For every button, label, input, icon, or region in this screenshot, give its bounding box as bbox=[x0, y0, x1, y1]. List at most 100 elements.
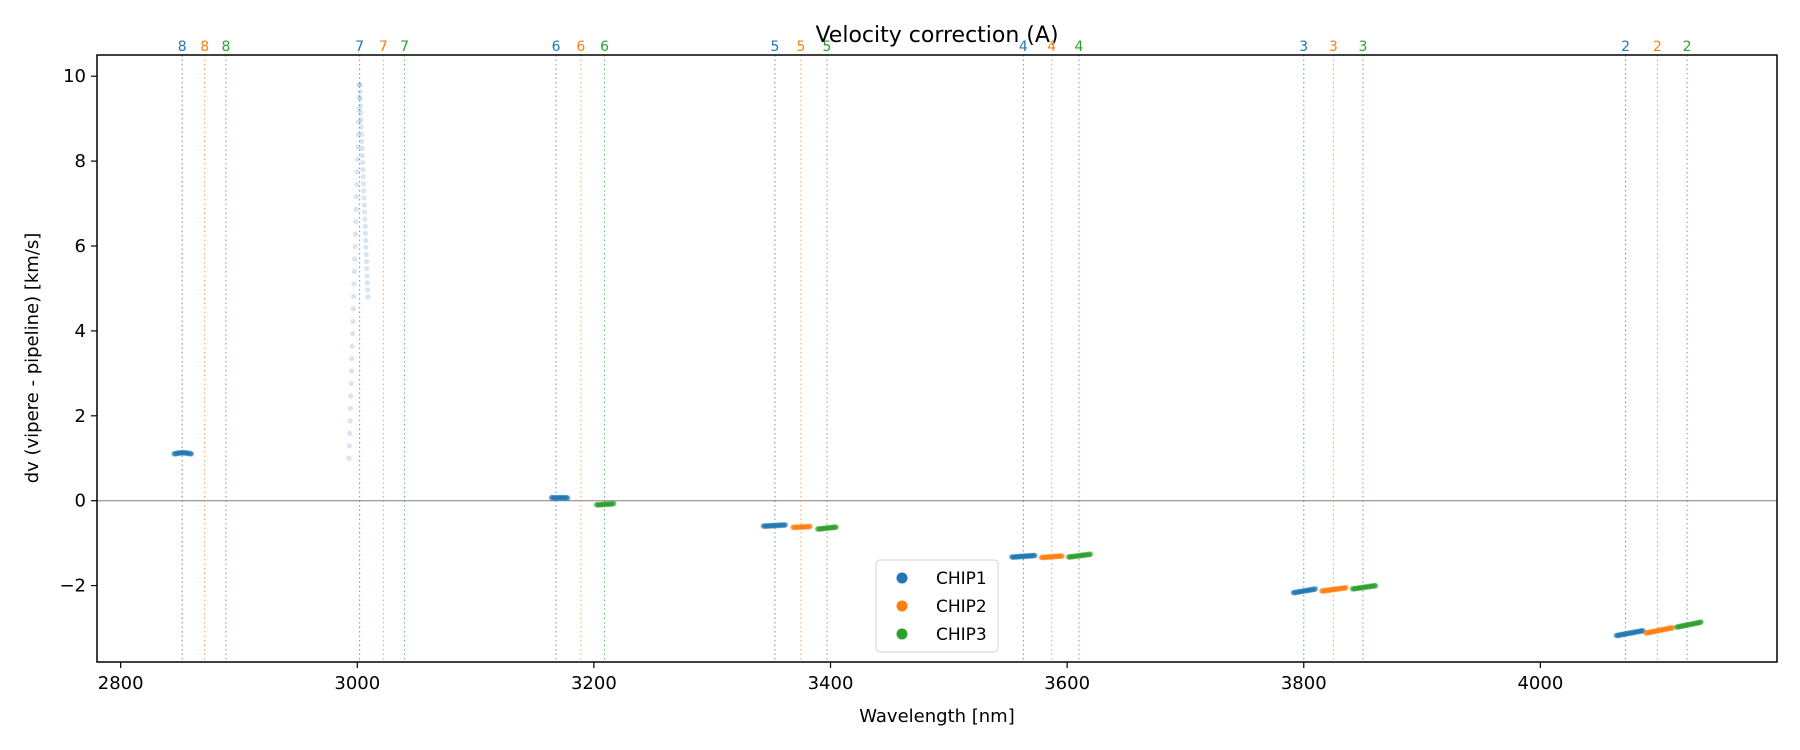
y-tick-label: 4 bbox=[75, 321, 86, 342]
data-point bbox=[1023, 553, 1029, 559]
order-label-6: 6 bbox=[600, 39, 609, 55]
data-point bbox=[1058, 552, 1064, 559]
data-point bbox=[1356, 585, 1362, 591]
data-point bbox=[185, 450, 191, 456]
outlier-point bbox=[362, 209, 368, 215]
data-point bbox=[1636, 628, 1642, 634]
data-point bbox=[781, 522, 787, 528]
data-point bbox=[1059, 553, 1065, 559]
outlier-point bbox=[348, 393, 354, 399]
data-point bbox=[1306, 587, 1312, 594]
data-point bbox=[550, 495, 557, 501]
data-point bbox=[604, 502, 610, 508]
data-point bbox=[1643, 629, 1650, 636]
data-point bbox=[597, 501, 603, 507]
data-point bbox=[1045, 554, 1052, 561]
outlier-point bbox=[350, 318, 356, 324]
data-point bbox=[1621, 631, 1627, 637]
data-point bbox=[1640, 627, 1646, 634]
data-point bbox=[776, 523, 782, 529]
data-point bbox=[1649, 628, 1655, 635]
data-point bbox=[1694, 620, 1700, 626]
outlier-point bbox=[352, 231, 358, 237]
data-point bbox=[1342, 585, 1348, 591]
data-point bbox=[833, 524, 840, 530]
data-point bbox=[1634, 629, 1641, 635]
data-point bbox=[815, 525, 821, 532]
data-point bbox=[804, 523, 810, 529]
data-point bbox=[1626, 631, 1632, 637]
data-point bbox=[1328, 587, 1334, 593]
data-point bbox=[1368, 584, 1374, 590]
y-tick-label: 2 bbox=[75, 406, 86, 427]
data-point bbox=[1668, 624, 1674, 631]
outlier-point bbox=[356, 94, 362, 100]
data-point bbox=[802, 524, 808, 530]
data-point bbox=[180, 450, 187, 456]
data-point bbox=[1025, 553, 1031, 559]
data-point bbox=[607, 500, 613, 507]
data-point bbox=[1666, 626, 1672, 632]
order-label-3: 3 bbox=[1358, 39, 1367, 55]
data-point bbox=[1298, 588, 1304, 595]
outlier-point bbox=[347, 405, 354, 412]
x-tick-label: 3200 bbox=[571, 673, 617, 694]
data-point bbox=[779, 523, 785, 529]
data-point bbox=[1675, 624, 1681, 630]
axes: 2800 3000 3200 3400 3600 3800 4000 −2 0 2 4 6 8 10 bbox=[59, 66, 1563, 694]
data-point bbox=[183, 449, 189, 456]
data-point bbox=[1331, 587, 1337, 593]
data-point bbox=[1334, 586, 1340, 593]
data-point bbox=[1355, 585, 1361, 591]
data-point bbox=[560, 494, 566, 500]
data-point bbox=[1071, 553, 1077, 559]
data-point bbox=[1614, 632, 1621, 639]
data-point bbox=[819, 526, 825, 532]
data-point bbox=[1020, 553, 1026, 559]
data-point bbox=[1070, 554, 1077, 560]
data-point bbox=[798, 524, 804, 530]
y-tick-label: 0 bbox=[75, 491, 86, 512]
data-point bbox=[1654, 628, 1660, 634]
data-point bbox=[832, 524, 838, 530]
outlier-point bbox=[349, 343, 355, 349]
data-point bbox=[548, 495, 554, 501]
data-point bbox=[1372, 582, 1378, 588]
data-point bbox=[1678, 623, 1685, 630]
outlier-point bbox=[355, 131, 361, 138]
data-point bbox=[1008, 554, 1015, 560]
data-point bbox=[1624, 630, 1630, 637]
data-point bbox=[186, 451, 193, 457]
data-point bbox=[551, 494, 557, 501]
data-point bbox=[1312, 586, 1319, 592]
data-point bbox=[816, 526, 822, 532]
data-point bbox=[830, 525, 836, 531]
data-point bbox=[790, 524, 796, 531]
data-point bbox=[1634, 629, 1640, 635]
data-point bbox=[833, 525, 839, 531]
data-point bbox=[1324, 588, 1330, 594]
data-point bbox=[1076, 552, 1083, 559]
data-point bbox=[1655, 628, 1661, 634]
data-point bbox=[1366, 583, 1372, 589]
data-point bbox=[768, 523, 774, 529]
data-point bbox=[828, 524, 834, 530]
outlier-point bbox=[362, 223, 368, 229]
data-point bbox=[1329, 586, 1336, 593]
order-label-7: 7 bbox=[379, 39, 388, 55]
data-point bbox=[1042, 554, 1049, 561]
order-label-5: 5 bbox=[770, 39, 779, 55]
data-point bbox=[1687, 621, 1693, 627]
x-tick-label: 4000 bbox=[1517, 673, 1563, 694]
data-point bbox=[829, 524, 835, 530]
data-point bbox=[1039, 554, 1045, 560]
data-point bbox=[820, 526, 826, 532]
outlier-point bbox=[354, 181, 360, 187]
data-point bbox=[1686, 622, 1693, 628]
data-point bbox=[1696, 619, 1702, 625]
data-point bbox=[1029, 553, 1035, 559]
data-point bbox=[1662, 626, 1669, 632]
data-point bbox=[1362, 584, 1369, 591]
data-point bbox=[1082, 552, 1088, 558]
data-point bbox=[1047, 553, 1053, 559]
